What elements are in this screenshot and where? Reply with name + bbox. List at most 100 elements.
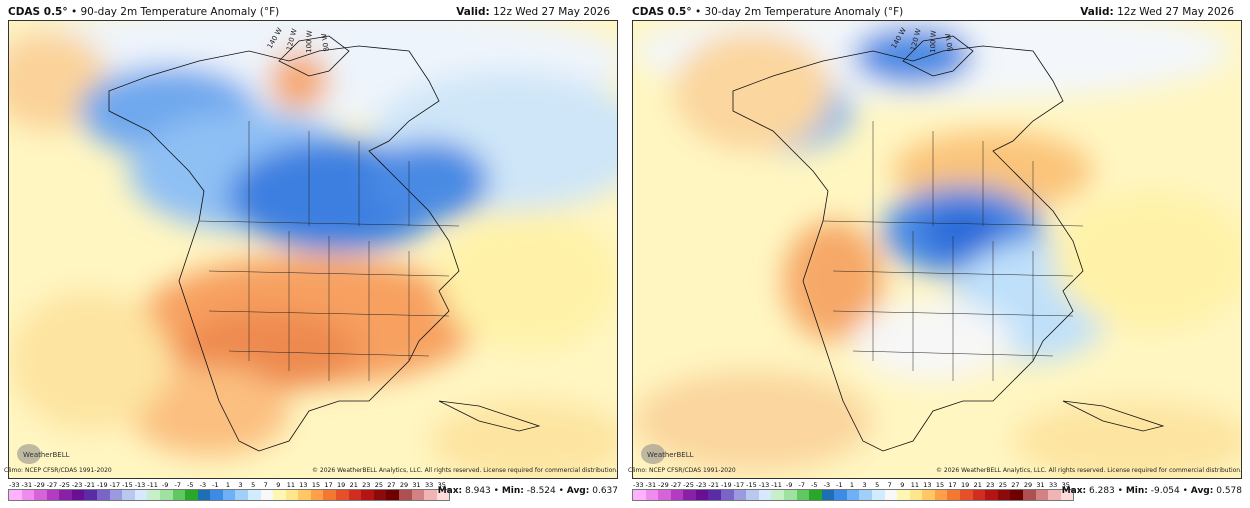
colorbar-swatch [9,490,22,500]
colorbar-tick-label: 17 [948,481,956,489]
weatherbell-logo: WeatherBELL [15,442,77,466]
colorbar-swatch [310,490,324,500]
colorbar-tick-label: -15 [746,481,757,489]
max-label: Max: [1061,486,1087,496]
min-value: -8.524 [526,486,556,496]
colorbar-swatch [871,490,885,500]
colorbar-swatch [373,490,387,500]
colorbar-tick-label: 19 [961,481,969,489]
colorbar-swatch [997,490,1011,500]
colorbar-swatch [386,490,399,500]
copyright-note: © 2026 WeatherBELL Analytics, LLC. All r… [936,467,1242,474]
colorbar-swatch [84,490,98,500]
colorbar-tick-label: 7 [264,481,268,489]
colorbar-swatch [285,490,299,500]
colorbar-swatch [109,490,123,500]
colorbar-swatch [147,490,160,500]
valid-time: 12z Wed 27 May 2026 [493,6,610,18]
colorbar-ticks: -33 -31 -29 -27 -25 -23 -21 -19 -17 -15 -13 -11 -9 -7… [633,481,1070,489]
colorbar-swatch [834,490,847,500]
colorbar-tick-label: 15 [936,481,944,489]
colorbar-tick-label: -33 [633,481,644,489]
colorbar-tick-label: -1 [212,481,218,489]
colorbar-tick-label: -29 [34,481,45,489]
colorbar-swatch [59,490,72,500]
colorbar-swatch [97,490,110,500]
stats: Max: 8.943 • Min: -8.524 • Avg: 0.637 [437,486,618,496]
colorbar-swatch [298,490,311,500]
colorbar-swatch [733,490,747,500]
colorbar-swatch [46,490,60,500]
colorbar-tick-label: 35 [1062,481,1070,489]
colorbar-swatch [721,490,734,500]
logo-text: WeatherBELL [647,451,694,459]
colorbar-tick-label: -25 [683,481,694,489]
colorbar-ticks: -33 -31 -29 -27 -25 -23 -21 -19 -17 -15 -13 -11 -9 -7… [9,481,446,489]
copyright-note: © 2026 WeatherBELL Analytics, LLC. All r… [312,467,618,474]
avg-label: Avg: [1190,486,1214,496]
colorbar-tick-label: -27 [47,481,58,489]
colorbar-swatch [210,490,223,500]
colorbar-tick-label: -1 [836,481,842,489]
panel-header: CDAS 0.5° • 30-day 2m Temperature Anomal… [628,4,1240,20]
colorbar-tick-label: 3 [239,481,243,489]
colorbar-tick-label: 7 [888,481,892,489]
climo-note: Climo: NCEP CFSR/CDAS 1991-2020 [4,467,112,474]
colorbar-tick-label: 3 [863,481,867,489]
colorbar-swatch [846,490,860,500]
colorbar-tick-label: 35 [438,481,446,489]
colorbar-tick-label: 9 [276,481,280,489]
colorbar-tick-label: -9 [162,481,168,489]
colorbar-tick-label: -21 [84,481,95,489]
colorbar-tick-label: 5 [251,481,255,489]
colorbar-swatch [71,490,85,500]
colorbar-tick-label: -5 [187,481,193,489]
colorbar-swatch [398,490,412,500]
colorbar-swatch [645,490,659,500]
colorbar-tick-label: -19 [97,481,108,489]
colorbar-tick-label: 1 [226,481,230,489]
min-label: Min: [501,486,524,496]
avg-value: 0.637 [592,486,618,496]
colorbar-swatch [960,490,973,500]
colorbar-tick-label: -9 [786,481,792,489]
colorbar-tick-label: -23 [72,481,83,489]
colorbar-swatch [947,490,961,500]
min-label: Min: [1125,486,1148,496]
colorbar-swatch [21,490,35,500]
min-value: -9.054 [1150,486,1180,496]
valid-label: Valid: [456,6,490,18]
valid-time: 12z Wed 27 May 2026 [1117,6,1234,18]
map-panel-30day: CDAS 0.5° • 30-day 2m Temperature Anomal… [628,0,1246,508]
colorbar-swatch [1048,490,1061,500]
lon-label: 80 W [944,33,955,52]
colorbar-tick-label: 23 [362,481,370,489]
lon-label: 100 W [929,30,938,53]
colorbar-swatch [683,490,696,500]
colorbar-swatch [695,490,709,500]
colorbar-tick-label: -3 [200,481,206,489]
colorbar-tick-label: -27 [671,481,682,489]
colorbar-swatch [985,490,998,500]
colorbar-tick-label: 23 [986,481,994,489]
colorbar-tick-label: -19 [721,481,732,489]
colorbar-swatch [1060,490,1074,500]
anomaly-map-graphic: 140 W 120 W 100 W 80 W [633,21,1241,478]
colorbar-tick-label: 13 [923,481,931,489]
colorbar-swatch [247,490,261,500]
colorbar-tick-label: -13 [759,481,770,489]
panel-title: • 30-day 2m Temperature Anomaly (°F) [694,6,904,18]
colorbar-swatch [273,490,286,500]
colorbar [632,489,1074,501]
panel-title: • 90-day 2m Temperature Anomaly (°F) [70,6,280,18]
colorbar-swatch [796,490,810,500]
colorbar-tick-label: -17 [734,481,745,489]
colorbar-tick-label: 31 [1036,481,1044,489]
colorbar-tick-label: -5 [811,481,817,489]
colorbar-tick-label: 21 [350,481,358,489]
colorbar-tick-label: 29 [400,481,408,489]
model-name: CDAS 0.5° [632,6,692,18]
colorbar-swatch [758,490,772,500]
colorbar-swatch [783,490,797,500]
colorbar-tick-label: 17 [324,481,332,489]
